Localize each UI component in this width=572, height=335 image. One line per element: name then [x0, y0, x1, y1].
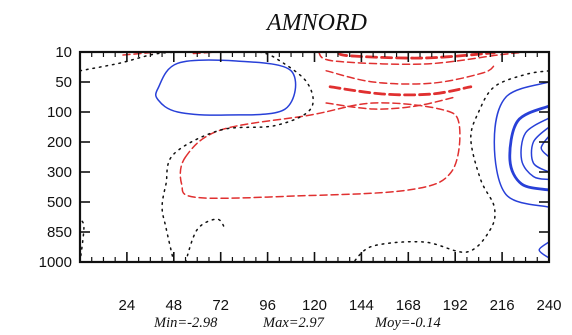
y-tick-label: 300	[47, 164, 72, 181]
negative-contour-line	[538, 241, 549, 259]
zero-contour-line	[80, 218, 85, 262]
y-tick-label: 500	[47, 194, 72, 211]
x-tick-label: 168	[396, 297, 421, 314]
stat-min: Min=-2.98	[153, 315, 218, 331]
y-tick-label: 200	[47, 134, 72, 151]
positive-contour-line	[325, 64, 496, 85]
x-tick-label: 216	[490, 297, 515, 314]
zero-contour-line	[184, 218, 226, 262]
positive-contour-line	[317, 52, 527, 66]
y-tick-label: 850	[47, 224, 72, 241]
zero-contour-line	[161, 52, 314, 262]
x-tick-label: 72	[212, 297, 229, 314]
y-tick-label: 50	[55, 74, 72, 91]
y-tick-label: 100	[47, 104, 72, 121]
x-tick-label: 120	[302, 297, 327, 314]
stats-line: Min=-2.98 Max=2.97 Moy=-0.14	[153, 315, 441, 331]
negative-contour-line	[540, 135, 549, 158]
x-tick-label: 48	[165, 297, 182, 314]
y-tick-label: 1000	[39, 254, 72, 271]
stat-max: Max=2.97	[262, 315, 325, 331]
zero-contour-line	[352, 70, 549, 262]
x-tick-label: 96	[259, 297, 276, 314]
negative-contour-line	[508, 104, 549, 192]
x-axis: 24 48 72 96 120 144 168 192 216 240	[91, 52, 562, 314]
x-tick-label: 144	[349, 297, 374, 314]
y-axis: 10 50 100 200 300 500 850 1000	[39, 44, 549, 271]
positive-contour-line	[325, 96, 456, 110]
zero-contour-line	[80, 52, 199, 72]
negative-contour-line	[520, 117, 549, 181]
positive-contour-line	[179, 102, 461, 200]
positive-contour-line	[328, 85, 473, 97]
x-tick-label: 240	[536, 297, 561, 314]
stat-mean: Moy=-0.14	[374, 315, 441, 331]
negative-contour-line	[493, 81, 549, 208]
positive-contour-line	[336, 52, 496, 60]
negative-contour-line	[530, 126, 549, 173]
x-tick-label: 24	[119, 297, 136, 314]
y-tick-label: 10	[55, 44, 72, 61]
chart-title: AMNORD	[265, 10, 367, 36]
plot-frame	[78, 50, 551, 264]
negative-contour-line	[154, 59, 297, 116]
x-tick-label: 192	[443, 297, 468, 314]
contour-layer	[80, 52, 549, 262]
